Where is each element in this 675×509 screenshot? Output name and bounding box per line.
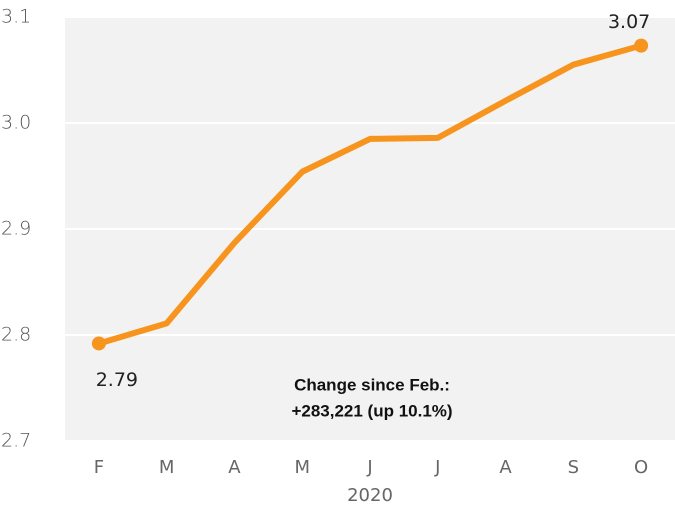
value-label: 2.79 [96, 369, 138, 391]
point [91, 336, 106, 351]
x-tick-label: J [434, 457, 440, 478]
x-tick-label: J [366, 457, 372, 478]
y-tick-label: 2.7 [1, 430, 31, 452]
x-tick-label: A [499, 457, 512, 478]
y-tick-label: 2.9 [1, 218, 31, 240]
x-tick-label: M [294, 457, 310, 478]
annotation: +283,221 (up 10.1%) [291, 401, 452, 420]
point [634, 38, 649, 53]
x-tick-label: A [228, 457, 241, 478]
series-line [98, 42, 642, 347]
x-tick-label: S [568, 457, 579, 478]
x-tick-label: F [94, 457, 104, 478]
y-tick-label: 3.0 [1, 112, 31, 134]
y-tick-label: 2.8 [1, 324, 31, 346]
x-tick-label: O [634, 457, 648, 478]
y-tick-label: 3.1 [1, 6, 31, 28]
x-tick-label: M [159, 457, 175, 478]
annotation: Change since Feb.: [294, 375, 450, 394]
value-label: 3.07 [608, 11, 650, 33]
x-axis-label: 2020 [347, 485, 393, 506]
